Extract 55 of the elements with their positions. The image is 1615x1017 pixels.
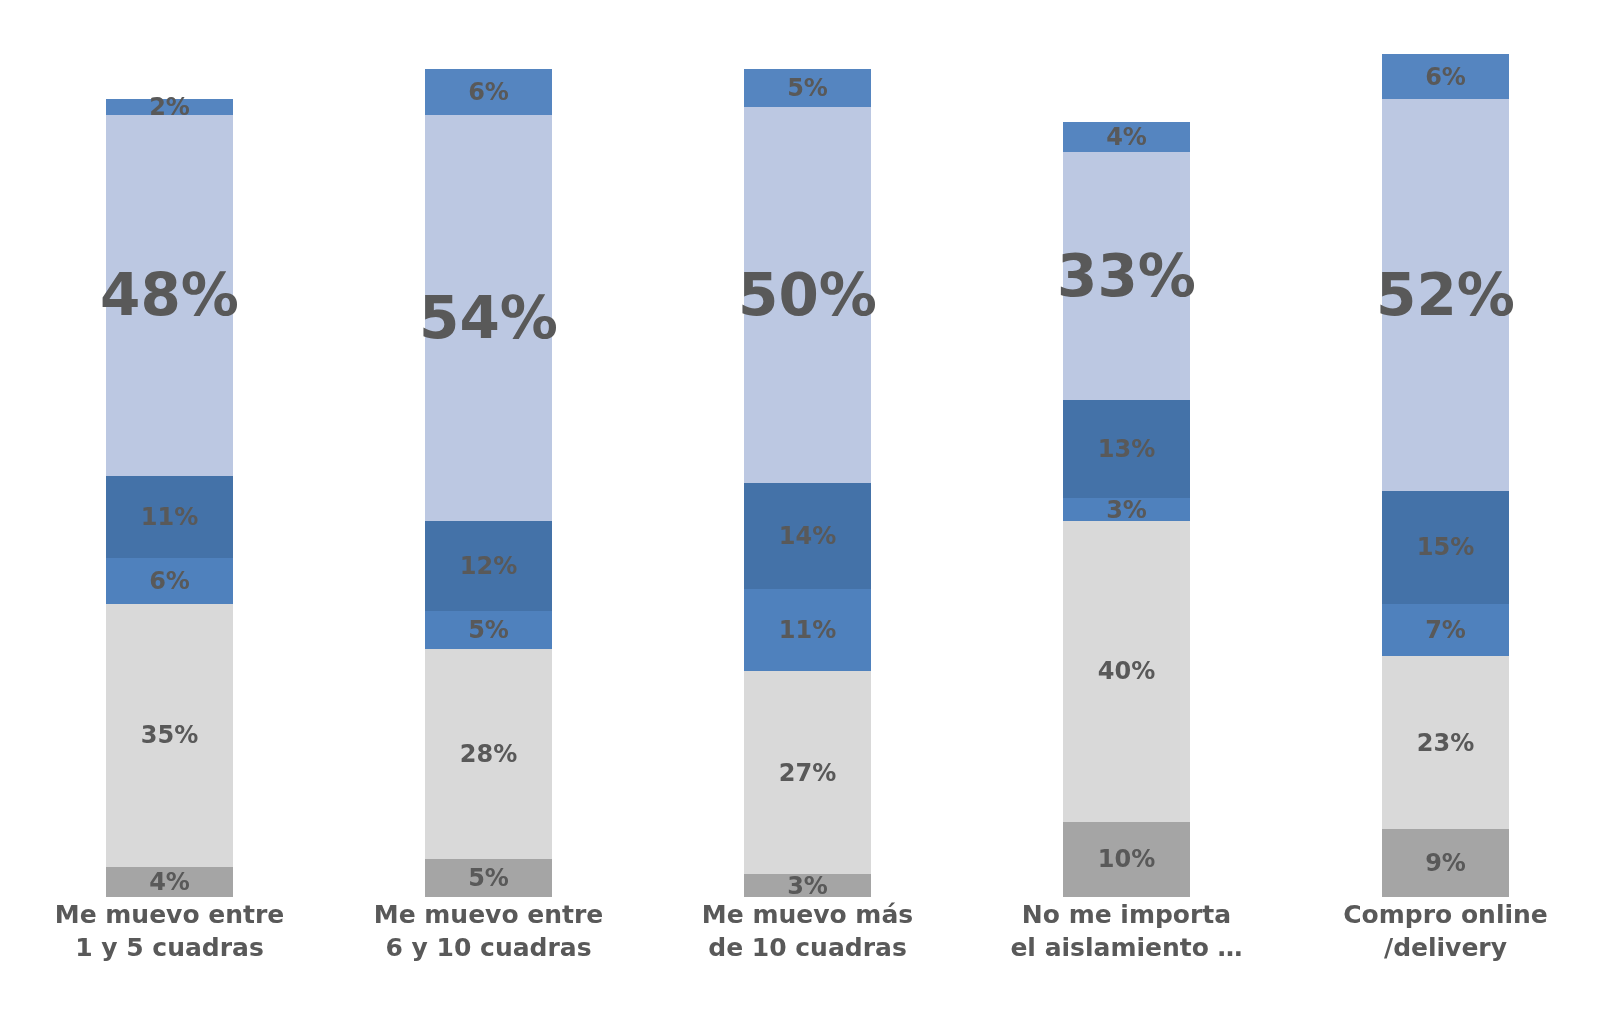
data-label: 40% — [1097, 657, 1156, 686]
data-label: 5% — [468, 615, 509, 644]
data-label: 10% — [1097, 845, 1156, 874]
data-label: 7% — [1425, 615, 1466, 644]
bar — [743, 69, 872, 108]
data-label: 3% — [1106, 495, 1147, 524]
data-label: 9% — [1425, 849, 1466, 878]
bar — [105, 558, 234, 604]
bar — [743, 671, 872, 875]
bar — [1062, 400, 1191, 499]
data-label: 6% — [149, 567, 190, 596]
data-label: 5% — [468, 864, 509, 893]
data-label: 52% — [1376, 261, 1515, 330]
bar — [105, 475, 234, 559]
x-tick-label: Me muevo entre 1 y 5 cuadras — [54, 900, 285, 962]
data-label: 5% — [787, 74, 828, 103]
bar — [424, 520, 553, 612]
data-label: 13% — [1097, 435, 1156, 464]
data-label: 11% — [778, 615, 837, 644]
data-label: 28% — [459, 740, 518, 769]
bar — [1381, 490, 1510, 604]
bar — [1381, 603, 1510, 657]
data-label: 3% — [787, 871, 828, 900]
data-label: 48% — [100, 261, 239, 330]
data-label: 12% — [459, 551, 518, 580]
bar — [424, 611, 553, 649]
data-label: 4% — [1106, 123, 1147, 152]
data-label: 14% — [778, 521, 837, 550]
data-label: 50% — [738, 261, 877, 330]
x-tick-label: No me importa el aislamiento … — [1010, 900, 1243, 962]
data-label: 6% — [1425, 62, 1466, 91]
bar — [424, 859, 553, 897]
data-label: 35% — [140, 721, 199, 750]
bar — [424, 648, 553, 860]
data-label: 11% — [140, 503, 199, 532]
bar — [743, 483, 872, 589]
data-label: 4% — [149, 867, 190, 896]
bar — [105, 603, 234, 867]
x-tick-label: Me muevo más de 10 cuadras — [701, 900, 914, 962]
data-label: 6% — [468, 77, 509, 106]
data-label: 15% — [1416, 533, 1475, 562]
data-label: 54% — [419, 283, 558, 352]
x-tick-label: Me muevo entre 6 y 10 cuadras — [373, 900, 604, 962]
data-label: 2% — [149, 93, 190, 122]
data-label: 23% — [1416, 728, 1475, 757]
bar — [1381, 54, 1510, 100]
data-label: 33% — [1057, 242, 1196, 311]
bar — [424, 69, 553, 115]
bar — [1062, 520, 1191, 822]
data-label: 27% — [778, 758, 837, 787]
bar — [743, 588, 872, 672]
bar — [1062, 821, 1191, 897]
x-tick-label: Compro online /delivery — [1343, 900, 1548, 962]
bar — [1381, 656, 1510, 830]
bar — [1381, 829, 1510, 897]
